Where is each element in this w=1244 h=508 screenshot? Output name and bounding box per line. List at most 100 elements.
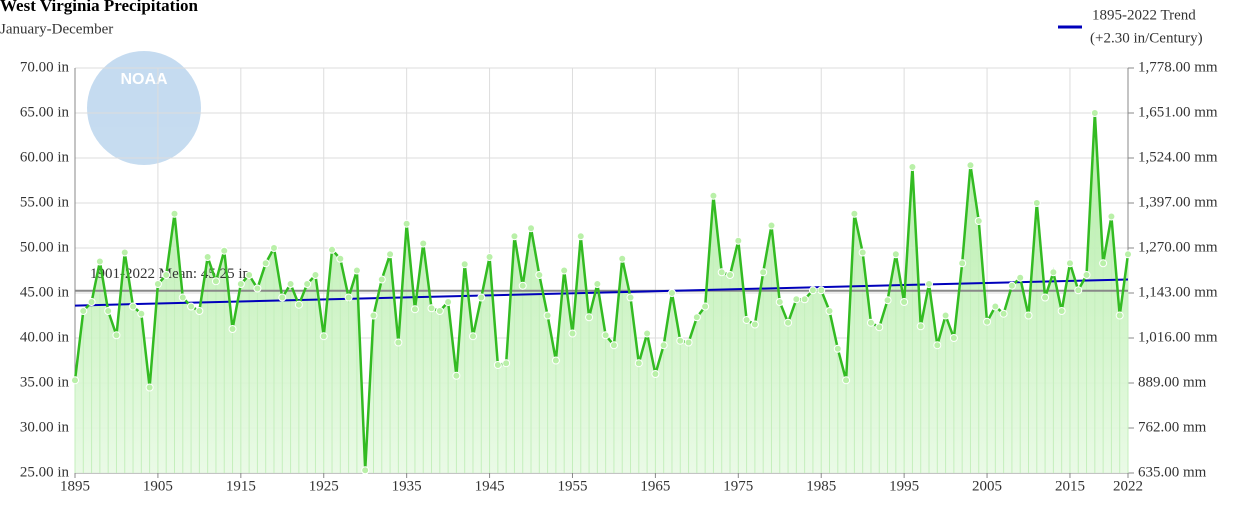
data-point [941, 311, 950, 320]
data-point [336, 254, 345, 263]
data-point [676, 336, 685, 345]
y-tick-label: 65.00 in [20, 104, 70, 120]
data-point [87, 298, 96, 306]
data-point [684, 338, 693, 347]
x-tick-label: 1905 [143, 478, 173, 494]
data-point [253, 284, 262, 293]
data-point [120, 248, 129, 257]
data-point [1041, 293, 1050, 302]
x-tick-label: 1975 [723, 478, 753, 494]
data-point [833, 344, 842, 353]
data-point [1016, 273, 1025, 282]
data-point [145, 383, 154, 392]
y2-tick-label: 1,778.00 mm [1138, 59, 1218, 75]
data-point [162, 271, 171, 279]
y-tick-label: 50.00 in [20, 239, 70, 255]
chart-title: West Virginia Precipitation [0, 0, 199, 15]
data-point [485, 253, 494, 261]
data-point [112, 331, 121, 340]
data-point [1065, 259, 1074, 268]
data-point [510, 232, 519, 241]
data-point [129, 302, 138, 311]
data-point [344, 293, 353, 302]
data-point [734, 236, 743, 245]
y2-tick-label: 635.00 mm [1138, 464, 1207, 480]
data-point [916, 322, 925, 331]
data-point [211, 277, 220, 286]
data-point [153, 280, 162, 288]
data-point [842, 376, 851, 385]
y2-tick-label: 1,524.00 mm [1138, 149, 1218, 165]
data-point [203, 253, 212, 261]
data-point [560, 266, 569, 275]
data-point [551, 356, 560, 365]
y-tick-label: 60.00 in [20, 149, 70, 165]
data-point [269, 244, 278, 252]
data-point [311, 271, 320, 279]
data-point [178, 293, 187, 302]
data-point [369, 311, 378, 320]
y2-tick-label: 1,143.00 mm [1138, 284, 1218, 300]
data-point [709, 191, 718, 200]
data-point [1099, 259, 1108, 268]
data-point [825, 307, 834, 315]
data-point [792, 295, 801, 304]
data-point [742, 316, 751, 324]
chart-subtitle: January-December [0, 21, 113, 37]
data-point [593, 280, 602, 288]
data-point [195, 307, 204, 315]
y-tick-label: 55.00 in [20, 194, 70, 210]
data-point [634, 359, 643, 368]
data-point [908, 163, 917, 171]
y-tick-label: 30.00 in [20, 419, 70, 435]
y2-tick-label: 1,397.00 mm [1138, 194, 1218, 210]
data-point [1124, 250, 1132, 259]
data-point [294, 300, 303, 309]
data-point [692, 313, 701, 322]
area [75, 113, 1128, 473]
x-tick-label: 1895 [60, 478, 90, 494]
data-point [477, 293, 486, 302]
data-point [609, 341, 618, 350]
data-point [808, 286, 817, 295]
data-point [800, 295, 809, 304]
data-point [643, 329, 652, 338]
data-point [352, 266, 361, 275]
y2-tick-label: 1,270.00 mm [1138, 239, 1218, 255]
data-point [444, 298, 453, 306]
data-point [493, 361, 502, 369]
data-point [460, 260, 469, 269]
data-point [726, 271, 735, 279]
y2-tick-label: 1,016.00 mm [1138, 329, 1218, 345]
data-point [858, 248, 867, 257]
data-point [626, 293, 635, 302]
data-point [435, 307, 444, 315]
data-point [568, 329, 577, 338]
x-tick-label: 1965 [640, 478, 670, 494]
data-point [468, 332, 477, 341]
data-point [104, 307, 113, 315]
y-tick-label: 40.00 in [20, 329, 70, 345]
logo-text: NOAA [120, 71, 168, 88]
data-point [328, 245, 337, 254]
data-point [983, 317, 992, 326]
data-point [585, 313, 594, 322]
data-point [137, 309, 146, 318]
x-tick-label: 2015 [1055, 478, 1085, 494]
data-point [386, 250, 395, 259]
x-tick-label: 1995 [889, 478, 919, 494]
data-point [974, 217, 983, 225]
data-point [228, 325, 237, 333]
data-point [402, 219, 411, 228]
data-point [576, 232, 585, 241]
data-point [925, 280, 934, 288]
data-point [817, 286, 826, 295]
data-point [220, 246, 229, 255]
data-point [187, 302, 196, 311]
data-point [866, 318, 875, 327]
data-point [1082, 271, 1091, 279]
data-point [319, 332, 328, 341]
data-point [261, 259, 270, 268]
x-tick-label: 1945 [475, 478, 505, 494]
data-point [991, 302, 1000, 311]
